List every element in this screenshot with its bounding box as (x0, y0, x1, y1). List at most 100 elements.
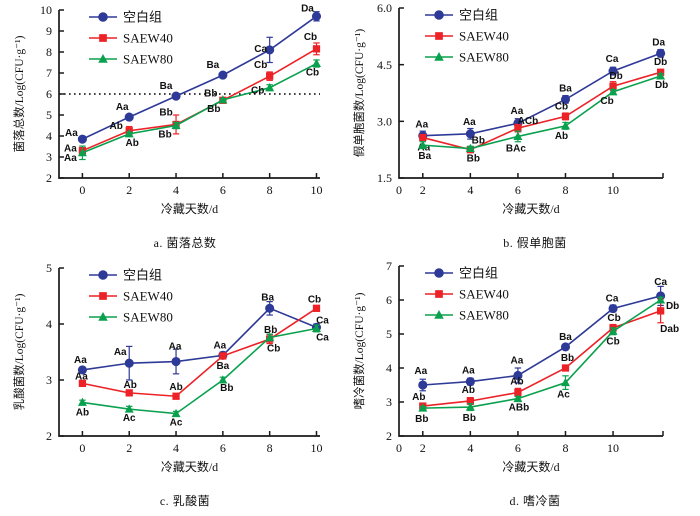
square-marker (561, 112, 570, 121)
circle-marker (434, 268, 444, 278)
triangle-marker (465, 143, 475, 153)
circle-marker (465, 377, 475, 387)
y-tick-label: 5 (386, 327, 392, 341)
legend-label: SAEW40 (123, 288, 173, 303)
point-label: Ab (510, 376, 523, 387)
point-label: ACb (518, 116, 539, 127)
triangle-marker (418, 403, 428, 412)
point-label: Cb (308, 294, 321, 305)
circle-marker (608, 303, 618, 314)
y-tick-label: 8 (46, 45, 52, 59)
point-label: Cb (306, 68, 319, 79)
triangle-marker (656, 71, 666, 80)
point-label: Bb (463, 413, 476, 424)
chart-total-colony-count: 2 3 4 5 6 7 8 9 10 0 2 4 6 8 10 冷藏天数/d 菌落总数/Log(CFU·g⁻¹)… (12, 3, 322, 216)
point-label: Ab (555, 131, 568, 142)
circle-marker (77, 134, 87, 144)
x-tick-label: 10 (310, 441, 322, 455)
x-origin-label: 0 (396, 183, 402, 197)
triangle-marker (265, 82, 275, 92)
panel-d: 2 3 4 5 6 7 2 4 6 8 10 0 冷藏天数/d 嗜冷菌数/Log(CFU·g⁻¹) Aa Aa… (350, 258, 700, 516)
square-marker (78, 379, 87, 387)
circle-marker (311, 11, 322, 21)
point-label: Ba (559, 332, 572, 343)
series-line (422, 299, 662, 409)
point-label: Dab (660, 324, 679, 335)
legend-label: SAEW40 (123, 30, 173, 45)
point-label: Ca (316, 332, 329, 343)
legend-label: SAEW40 (459, 28, 509, 43)
circle-marker (418, 380, 428, 390)
x-tick-label: 4 (173, 441, 179, 455)
series-line (82, 62, 317, 154)
y-tick-label: 6 (386, 293, 392, 307)
point-label: Bb (561, 353, 574, 364)
circle-marker (98, 12, 108, 22)
series-saew40: Aa Ab Ab Ba Bb Cb (75, 294, 321, 400)
x-origin-label: 0 (396, 441, 402, 455)
point-label: Aa (64, 144, 77, 155)
point-label: Cb (606, 336, 619, 347)
point-label: BAc (506, 143, 526, 154)
point-label: Bb (264, 325, 277, 336)
point-label: Ca (254, 44, 267, 55)
legend-label: 空白组 (123, 9, 162, 24)
triangle-marker (465, 402, 475, 411)
square-marker (99, 34, 107, 42)
square-marker (435, 32, 443, 40)
y-tick-label: 3 (46, 373, 52, 387)
point-label: Aa (213, 340, 226, 351)
panel-c: 2 3 4 5 0 2 4 6 8 10 冷藏天数/d 乳酸菌数/Log(CFU·g⁻¹) Aa Aa Aa… (0, 258, 350, 516)
point-label: Cb (607, 313, 620, 324)
y-axis-title: 菌落总数/Log(CFU·g⁻¹) (12, 35, 26, 152)
x-tick-label: 8 (562, 183, 568, 197)
point-label: Ca (316, 315, 329, 326)
y-tick-label: 3 (386, 395, 392, 409)
circle-marker (656, 48, 666, 58)
y-tick-label: 3 (46, 150, 52, 164)
legend-label: SAEW80 (459, 307, 509, 322)
triangle-marker (513, 393, 523, 403)
square-marker (609, 82, 617, 90)
triangle-marker (312, 58, 321, 68)
point-label: Aa (114, 347, 127, 358)
chart-pseudomonas: 1.5 3.0 4.5 6.0 2 4 6 8 10 0 冷藏天数/d 假单胞菌数/Log(CFU·g… (352, 1, 668, 216)
y-axis-title: 假单胞菌数/Log(CFU·g⁻¹) (352, 29, 366, 158)
x-tick-label: 2 (420, 441, 426, 455)
triangle-marker (98, 311, 108, 321)
caption-d: d. 嗜冷菌 (509, 494, 561, 508)
y-tick-label: 1.5 (377, 171, 392, 185)
series-saew40: Aa Bb ACb Cb Db Db (417, 57, 667, 153)
y-tick-label: 2 (46, 171, 52, 185)
square-marker (656, 307, 665, 315)
y-tick-label: 5 (46, 108, 52, 122)
circle-marker (434, 10, 444, 20)
y-tick-label: 3.0 (377, 115, 392, 129)
x-tick-label: 8 (267, 183, 273, 197)
x-tick-label: 4 (173, 183, 179, 197)
series-blank: Aa Aa Aa Ba Ca Da (415, 37, 666, 141)
x-tick-label: 10 (310, 183, 322, 197)
point-label: Db (655, 80, 668, 91)
legend-label: SAEW40 (459, 286, 509, 301)
point-label: Ac (123, 413, 136, 424)
x-tick-label: 4 (467, 183, 473, 197)
square-marker (266, 72, 274, 80)
triangle-marker (312, 323, 321, 332)
point-label: Aa (64, 153, 77, 164)
legend-label: 空白组 (123, 267, 162, 282)
triangle-marker (124, 404, 134, 413)
circle-marker (77, 365, 87, 375)
point-label: Bb (159, 107, 172, 118)
point-label: Db (654, 57, 667, 68)
square-marker (514, 124, 522, 132)
x-tick-label: 8 (562, 441, 568, 455)
legend: 空白组 SAEW40 SAEW80 (425, 265, 509, 322)
point-label: Aa (463, 117, 476, 128)
axes: 1.5 3.0 4.5 6.0 2 4 6 8 10 0 (377, 1, 664, 197)
point-label: Bb (472, 136, 485, 147)
point-label: Aa (415, 120, 428, 131)
square-marker (435, 290, 443, 298)
